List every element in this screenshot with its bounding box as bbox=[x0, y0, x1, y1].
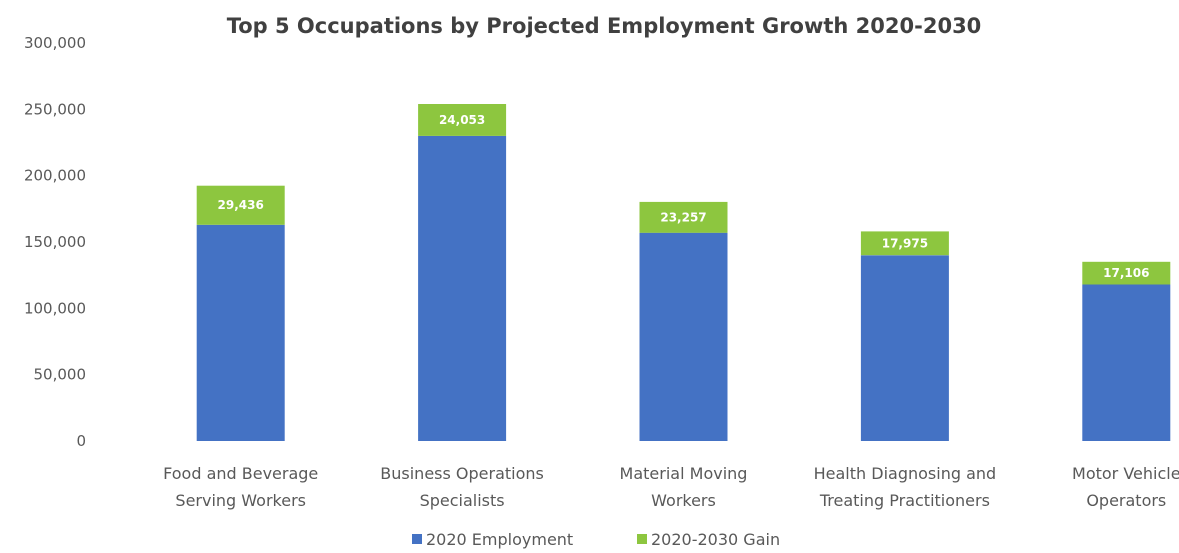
bar-2020-employment bbox=[196, 224, 285, 441]
x-tick-label: Workers bbox=[651, 491, 716, 510]
x-tick-label: Health Diagnosing and bbox=[814, 464, 997, 483]
y-tick-label: 200,000 bbox=[24, 167, 86, 185]
legend-label: 2020-2030 Gain bbox=[651, 530, 780, 549]
bars: 29,436 24,053 23,257 17,975 17,106 bbox=[196, 104, 1171, 441]
bar-data-label: 29,436 bbox=[218, 198, 264, 212]
bar-2020-2030-gain bbox=[418, 104, 507, 136]
x-tick-label: Material Moving bbox=[620, 464, 748, 483]
y-tick-label: 0 bbox=[76, 432, 86, 450]
y-tick-label: 50,000 bbox=[34, 366, 87, 384]
y-axis: 0 50,000 100,000 150,000 200,000 250,000 300,0… bbox=[24, 34, 86, 450]
x-axis: Food and Beverage Serving Workers Business… bbox=[163, 464, 1179, 510]
y-tick-label: 100,000 bbox=[24, 299, 86, 317]
bar-2020-employment bbox=[639, 232, 728, 441]
bar-2020-employment bbox=[860, 255, 949, 441]
bar-2020-2030-gain bbox=[1082, 261, 1171, 285]
legend: 2020 Employment 2020-2030 Gain bbox=[412, 530, 780, 549]
x-tick-label: Motor Vehicle bbox=[1072, 464, 1179, 483]
legend-label: 2020 Employment bbox=[426, 530, 573, 549]
x-tick-label: Specialists bbox=[420, 491, 505, 510]
bar-2020-2030-gain bbox=[196, 185, 285, 225]
bar-2020-employment bbox=[1082, 284, 1171, 441]
bar-2020-2030-gain bbox=[860, 231, 949, 256]
bar-2020-employment bbox=[418, 135, 507, 441]
bar-2020-2030-gain bbox=[639, 201, 728, 233]
chart-title: Top 5 Occupations by Projected Employmen… bbox=[227, 14, 982, 38]
y-tick-label: 300,000 bbox=[24, 34, 86, 52]
y-tick-label: 150,000 bbox=[24, 233, 86, 251]
bar-data-label: 17,106 bbox=[1103, 266, 1149, 280]
x-tick-label: Treating Practitioners bbox=[819, 491, 990, 510]
y-tick-label: 250,000 bbox=[24, 100, 86, 118]
legend-swatch-2020-2030-gain bbox=[637, 534, 647, 544]
bar-data-label: 17,975 bbox=[882, 236, 928, 250]
x-tick-label: Serving Workers bbox=[175, 491, 306, 510]
bar-data-label: 23,257 bbox=[660, 210, 706, 224]
legend-swatch-2020-employment bbox=[412, 534, 422, 544]
x-tick-label: Food and Beverage bbox=[163, 464, 318, 483]
x-tick-label: Operators bbox=[1086, 491, 1166, 510]
bar-data-label: 24,053 bbox=[439, 113, 485, 127]
x-tick-label: Business Operations bbox=[380, 464, 544, 483]
